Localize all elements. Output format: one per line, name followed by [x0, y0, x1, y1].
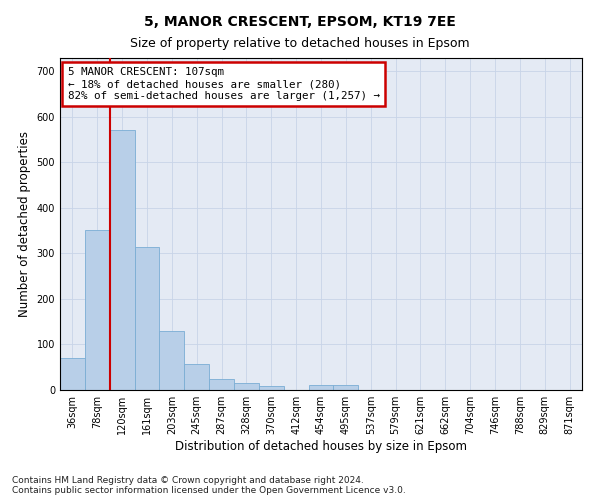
Bar [110, 130, 134, 390]
Bar [134, 248, 160, 390]
Text: Contains HM Land Registry data © Crown copyright and database right 2024.
Contai: Contains HM Land Registry data © Crown c… [12, 476, 406, 495]
Bar [234, 383, 259, 390]
Bar [184, 364, 209, 390]
Bar [60, 358, 85, 390]
Bar [85, 230, 110, 390]
Bar [308, 386, 334, 390]
Text: 5, MANOR CRESCENT, EPSOM, KT19 7EE: 5, MANOR CRESCENT, EPSOM, KT19 7EE [144, 15, 456, 29]
Y-axis label: Number of detached properties: Number of detached properties [18, 130, 31, 317]
X-axis label: Distribution of detached houses by size in Epsom: Distribution of detached houses by size … [175, 440, 467, 453]
Bar [209, 378, 234, 390]
Text: Size of property relative to detached houses in Epsom: Size of property relative to detached ho… [130, 38, 470, 51]
Bar [259, 386, 284, 390]
Bar [334, 386, 358, 390]
Text: 5 MANOR CRESCENT: 107sqm
← 18% of detached houses are smaller (280)
82% of semi-: 5 MANOR CRESCENT: 107sqm ← 18% of detach… [68, 68, 380, 100]
Bar [160, 331, 184, 390]
